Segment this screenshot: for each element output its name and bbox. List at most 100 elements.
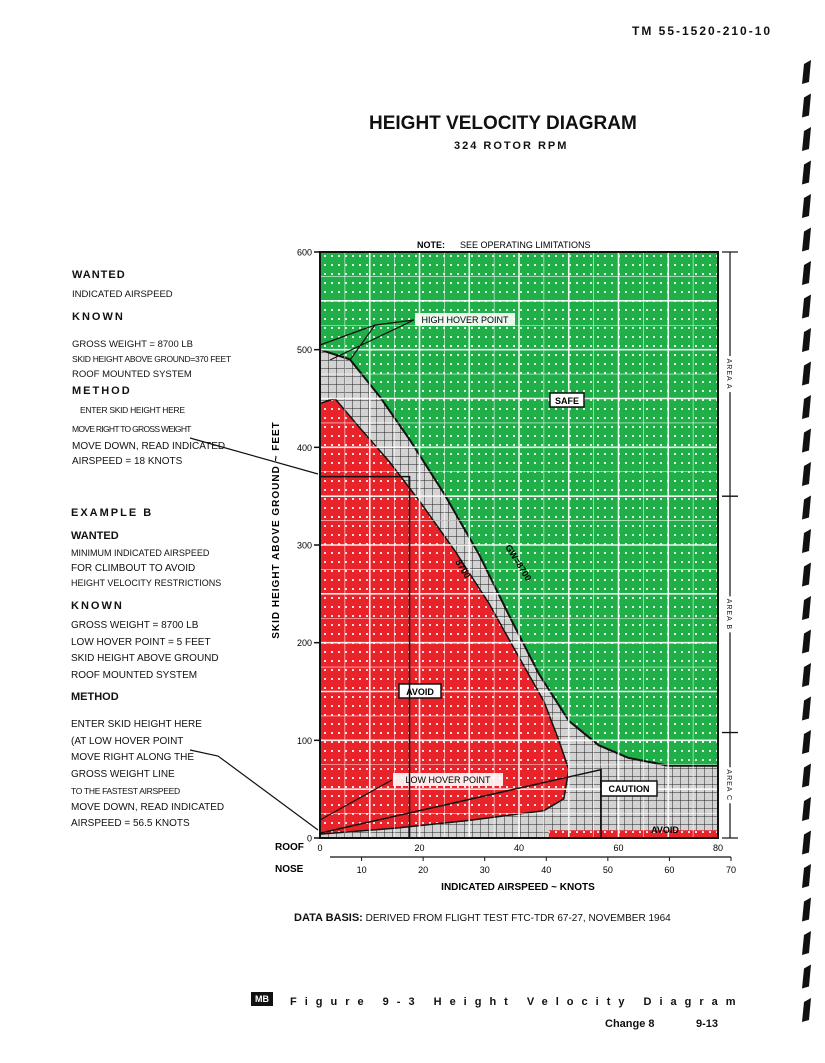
area-label-bg — [727, 596, 736, 633]
area-label: AREA C — [725, 769, 732, 801]
change-bar — [802, 964, 811, 989]
example-b-wanted-line: HEIGHT VELOCITY RESTRICTIONS — [71, 578, 222, 588]
y-tick-label: 100 — [297, 736, 312, 746]
change-bar — [802, 562, 811, 587]
page-title: HEIGHT VELOCITY DIAGRAM — [369, 113, 637, 134]
example-b-method-line: GROSS WEIGHT LINE — [71, 768, 175, 780]
change-bar — [802, 361, 811, 386]
change-bar — [802, 261, 811, 285]
figure-badge: MB — [251, 992, 273, 1006]
change-bar — [802, 998, 811, 1022]
example-a-known-line: GROSS WEIGHT = 8700 LB — [72, 339, 193, 350]
change-bar — [802, 60, 811, 84]
change-bar — [802, 897, 811, 922]
y-tick-label: 400 — [297, 443, 312, 453]
safe-label-text: SAFE — [555, 396, 579, 406]
chart-grid — [319, 251, 719, 839]
change-bar — [802, 93, 811, 118]
example-b-method-line: MOVE DOWN, READ INDICATED — [71, 801, 225, 813]
y-tick-label: 0 — [307, 834, 312, 844]
roof-tick-label: 40 — [514, 843, 524, 853]
example-b-guide-line — [319, 768, 602, 838]
change-bar — [802, 663, 811, 687]
caution-label: CAUTION — [600, 780, 658, 797]
change-bar — [802, 495, 811, 520]
example-b-known-line: GROSS WEIGHT = 8700 LB — [71, 620, 199, 631]
example-a-wanted-label: WANTED — [72, 269, 126, 281]
change-bar — [802, 428, 811, 453]
change-bar — [802, 730, 811, 754]
area-label: AREA A — [725, 359, 732, 390]
change-number: Change 8 — [605, 1018, 655, 1030]
low-hover-label-text: LOW HOVER POINT — [405, 775, 491, 785]
caution-boundary-line — [319, 348, 718, 767]
change-bar — [802, 596, 811, 620]
data-basis-text: DERIVED FROM FLIGHT TEST FTC-TDR 67-27, … — [365, 913, 671, 924]
nose-axis-ticks: 10 20 30 40 50 60 70 — [330, 856, 736, 875]
example-a-method-line: ENTER SKID HEIGHT HERE — [80, 405, 185, 415]
y-tick-label: 200 — [297, 638, 312, 648]
example-b-method-line: AIRSPEED = 56.5 KNOTS — [71, 818, 190, 829]
change-bars — [802, 60, 811, 1022]
high-hover-leader — [319, 319, 415, 361]
change-bar — [802, 227, 811, 252]
example-b-title: EXAMPLE B — [71, 507, 154, 519]
y-tick-label: 500 — [297, 345, 312, 355]
change-bar — [802, 864, 811, 888]
area-bracket: AREA A AREA B AREA C — [722, 251, 738, 839]
y-tick-label: 300 — [297, 541, 312, 551]
nose-tick-label: 70 — [726, 865, 736, 875]
example-b-pointer — [189, 749, 319, 831]
roof-tick-label: 60 — [613, 843, 623, 853]
y-axis-label: SKID HEIGHT ABOVE GROUND ~ FEET — [271, 421, 282, 639]
example-a-panel: WANTED INDICATED AIRSPEED KNOWN GROSS WE… — [72, 268, 231, 469]
change-bar — [802, 696, 811, 721]
example-a-known-line: ROOF MOUNTED SYSTEM — [72, 369, 192, 380]
change-bar — [802, 127, 811, 151]
change-bar — [802, 160, 811, 185]
change-bar — [802, 328, 811, 352]
example-b-method-line: (AT LOW HOVER POINT — [71, 735, 184, 747]
example-a-wanted-text: INDICATED AIRSPEED — [72, 289, 173, 300]
roof-tick-label: 0 — [317, 843, 322, 853]
example-b-panel: EXAMPLE B WANTED MINIMUM INDICATED AIRSP… — [71, 506, 224, 833]
example-a-known-line: SKID HEIGHT ABOVE GROUND=370 FEET — [72, 354, 231, 364]
y-axis-ticks: 0 100 200 300 400 500 600 — [297, 248, 320, 844]
change-bar — [802, 395, 811, 419]
example-b-wanted-line: FOR CLIMBOUT TO AVOID — [71, 563, 196, 574]
change-bar — [802, 629, 811, 654]
avoid-low-region — [548, 830, 718, 838]
area-label: AREA B — [725, 599, 732, 630]
figure-caption: Figure 9-3 Height Velocity Diagram — [290, 996, 744, 1008]
nose-tick-label: 10 — [357, 865, 367, 875]
change-bar — [802, 797, 811, 821]
example-b-known-label: KNOWN — [71, 600, 124, 612]
page-number: 9-13 — [696, 1018, 719, 1030]
nose-tick-label: 40 — [541, 865, 551, 875]
nose-axis-label: NOSE — [275, 864, 304, 875]
data-basis: DATA BASIS: DERIVED FROM FLIGHT TEST FTC… — [294, 912, 671, 924]
high-hover-label-text: HIGH HOVER POINT — [421, 315, 509, 325]
example-b-method-line: ENTER SKID HEIGHT HERE — [71, 719, 202, 730]
doc-number: TM 55-1520-210-10 — [632, 24, 773, 38]
example-a-method-line: MOVE RIGHT TO GROSS WEIGHT — [72, 424, 191, 434]
example-b-wanted-line: MINIMUM INDICATED AIRSPEED — [71, 548, 210, 558]
avoid-label-text: AVOID — [406, 687, 434, 697]
change-bar — [802, 194, 811, 218]
caution-label-text: CAUTION — [609, 784, 650, 794]
change-bar — [802, 763, 811, 788]
change-bar — [802, 294, 811, 319]
roof-tick-label: 80 — [713, 843, 723, 853]
change-bar — [802, 462, 811, 486]
avoid-low-label: AVOID — [651, 825, 679, 835]
area-label-bg — [727, 356, 736, 393]
avoid-boundary-line — [319, 397, 570, 835]
nose-tick-label: 50 — [603, 865, 613, 875]
example-b-method-line: MOVE RIGHT ALONG THE — [71, 752, 194, 763]
example-a-method-line: MOVE DOWN, READ INDICATED — [72, 441, 226, 452]
change-bar — [802, 830, 811, 855]
example-a-known-label: KNOWN — [72, 311, 125, 323]
example-b-wanted-label: WANTED — [71, 530, 119, 542]
chart-note-text: SEE OPERATING LIMITATIONS — [460, 240, 591, 250]
